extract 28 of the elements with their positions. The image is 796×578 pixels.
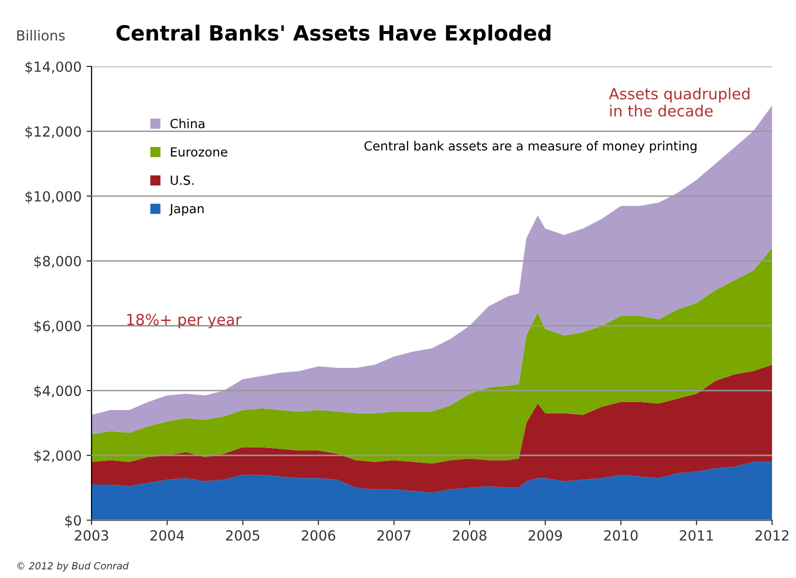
legend-label: Eurozone: [170, 147, 228, 157]
x-tick-label: 2009: [528, 530, 562, 541]
y-tick-label: $14,000: [26, 61, 81, 74]
y-tick-label: $12,000: [26, 126, 81, 139]
text: © 2012 by Bud Conrad: [17, 562, 129, 572]
y-tick-label: $6,000: [34, 320, 81, 334]
x-tick-label: 2007: [377, 530, 411, 541]
y-tick-label: $10,000: [26, 190, 81, 204]
chart-title: Central Banks' Assets Have Exploded: [116, 24, 550, 45]
y-axis-title: Billions: [17, 30, 65, 41]
x-tick-label: 2010: [604, 530, 638, 541]
annotation: 18%+ per year: [127, 314, 242, 328]
legend-label: U.S.: [170, 176, 194, 185]
x-tick-label: 2011: [680, 530, 713, 541]
y-tick-label: $8,000: [34, 256, 81, 268]
legend-label: Japan: [169, 204, 204, 216]
y-tick-label: $2,000: [34, 450, 81, 463]
y-tick-label: $0: [65, 514, 81, 528]
y-tick-label: $4,000: [34, 385, 81, 398]
x-tick-label: 2003: [74, 530, 108, 541]
x-tick-label: 2012: [755, 530, 788, 541]
annotation: Assets quadrupled in the decade: [608, 88, 750, 117]
x-tick-label: 2004: [150, 530, 184, 541]
x-tick-label: 2005: [226, 530, 260, 541]
x-tick-label: 2008: [452, 530, 486, 541]
annotation: Central bank assets are a measure of money printing: [364, 140, 696, 154]
legend-label: China: [170, 118, 204, 128]
x-tick-label: 2006: [302, 530, 336, 541]
